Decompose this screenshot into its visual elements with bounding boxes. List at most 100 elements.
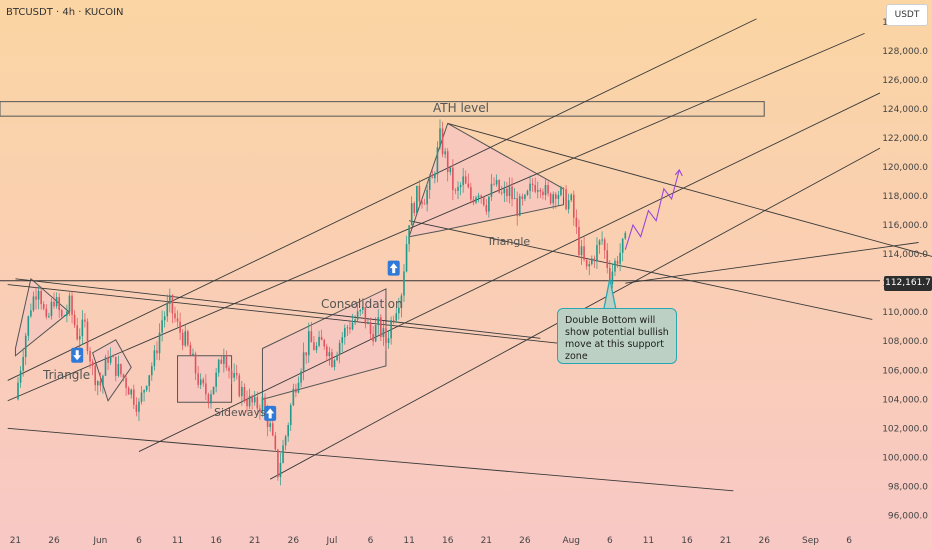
candle-body <box>153 350 156 367</box>
candle-body <box>138 401 140 412</box>
candle-body <box>279 462 282 478</box>
candle-body <box>547 184 549 194</box>
candle-body <box>331 352 333 368</box>
candle-body <box>398 307 400 314</box>
ath-label: ATH level <box>433 101 489 115</box>
y-tick-label: 100,000.0 <box>882 453 928 463</box>
candle-body <box>230 371 233 378</box>
candle-body <box>513 198 516 200</box>
candle-body <box>403 271 405 296</box>
candle-body <box>256 397 259 409</box>
candle-body <box>534 184 537 192</box>
candle-body <box>508 186 511 197</box>
candle-body <box>490 183 493 197</box>
candle-body <box>526 190 529 195</box>
y-tick-label: 102,000.0 <box>882 424 928 434</box>
candle-body <box>338 343 341 355</box>
candle-body <box>104 357 107 376</box>
candle-body <box>462 176 464 186</box>
candle-body <box>246 399 248 407</box>
ath-resistance-zone <box>0 101 765 117</box>
candle-body <box>235 373 238 376</box>
candle-body <box>585 259 588 267</box>
candle-body <box>210 394 212 404</box>
x-tick-label: Sep <box>802 536 819 546</box>
candle-body <box>84 319 86 322</box>
candle-body <box>179 321 181 333</box>
candle-body <box>611 271 614 285</box>
candle-body <box>560 187 562 196</box>
candle-body <box>17 382 19 400</box>
candle-body <box>253 397 256 403</box>
candle-body <box>341 337 344 344</box>
x-tick-label: 11 <box>172 536 183 546</box>
candle-body <box>135 404 138 412</box>
candle-body <box>158 332 161 354</box>
candle-body <box>325 346 328 357</box>
candle-body <box>452 167 454 191</box>
candle-body <box>22 357 24 371</box>
candle-body <box>542 191 544 196</box>
candle-body <box>58 297 60 311</box>
candle-body <box>81 319 84 337</box>
candle-body <box>351 322 354 330</box>
candle-body <box>557 195 560 199</box>
currency-selector[interactable]: USDT <box>886 4 928 26</box>
candle-body <box>184 331 187 346</box>
candle-body <box>475 197 477 203</box>
candle-body <box>133 389 135 405</box>
candle-body <box>511 186 513 200</box>
candle-body <box>467 183 470 188</box>
candle-body <box>30 310 32 317</box>
projection-path <box>624 169 680 250</box>
candle-body <box>439 128 441 148</box>
consolidation-label: Consolidation <box>321 297 403 311</box>
x-tick-label: 21 <box>249 536 260 546</box>
candle-body <box>102 375 104 386</box>
candle-body <box>305 352 307 356</box>
candle-body <box>562 187 565 190</box>
x-tick-label: 26 <box>288 536 300 546</box>
candle-body <box>156 350 158 354</box>
candle-body <box>588 264 591 267</box>
candle-body <box>606 250 609 269</box>
candle-body <box>259 408 261 412</box>
x-tick-label: 21 <box>481 536 492 546</box>
projection-arrowhead <box>674 168 683 177</box>
candle-body <box>377 317 380 326</box>
candle-body <box>591 258 593 265</box>
candle-body <box>506 188 508 197</box>
triangle-right-label: Triangle <box>487 235 531 248</box>
x-tick-label: 16 <box>442 536 454 546</box>
candle-body <box>570 194 573 201</box>
candle-body <box>480 195 482 197</box>
x-tick-label: Aug <box>562 536 580 546</box>
candle-body <box>603 239 606 251</box>
candle-body <box>307 331 310 356</box>
candle-body <box>444 151 446 155</box>
candle-body <box>300 371 302 383</box>
candle-body <box>163 316 166 321</box>
candle-body <box>76 325 78 340</box>
candle-body <box>130 389 133 395</box>
candle-body <box>238 375 241 397</box>
candle-body <box>536 189 539 192</box>
candle-body <box>45 308 48 317</box>
x-tick-label: Jun <box>92 536 107 546</box>
trendline-7 <box>447 122 932 257</box>
x-tick-label: 6 <box>368 536 374 546</box>
candle-body <box>187 331 189 345</box>
candle-body <box>66 311 68 316</box>
y-tick-label: 108,000.0 <box>882 337 928 347</box>
candle-body <box>297 382 300 393</box>
candle-body <box>194 353 197 374</box>
candle-body <box>189 344 192 356</box>
candle-body <box>441 128 444 155</box>
candle-body <box>498 179 500 193</box>
candle-body <box>40 290 42 304</box>
trendline-6 <box>15 278 541 339</box>
candle-body <box>395 313 398 321</box>
candle-body <box>575 217 578 227</box>
candle-body <box>19 370 22 383</box>
